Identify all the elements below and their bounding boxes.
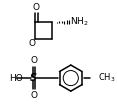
- Text: HO: HO: [9, 74, 23, 83]
- Text: O: O: [28, 39, 35, 48]
- Text: NH$_2$: NH$_2$: [70, 15, 88, 28]
- Text: O: O: [33, 3, 40, 12]
- Text: CH$_3$: CH$_3$: [98, 72, 115, 84]
- Text: S: S: [30, 73, 37, 83]
- Text: O: O: [31, 56, 38, 65]
- Text: O: O: [31, 91, 38, 100]
